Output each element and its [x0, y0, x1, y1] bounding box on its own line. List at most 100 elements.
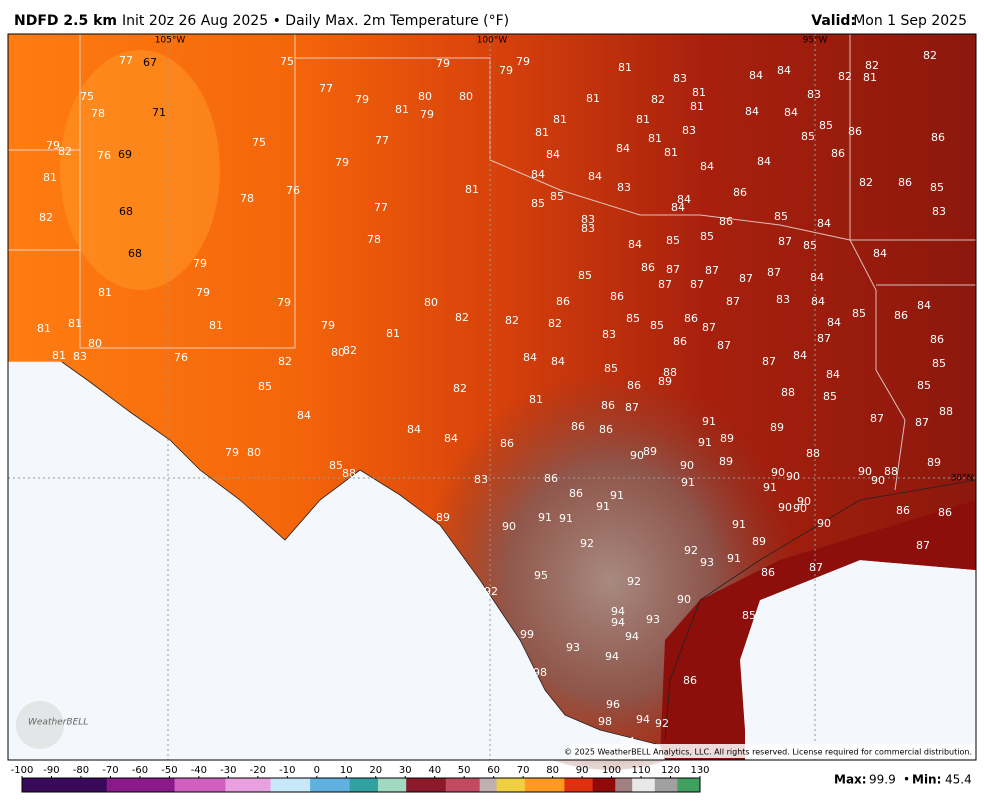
colorbar-tick-label: -40 [191, 765, 207, 776]
colorbar-segment [208, 778, 215, 792]
temperature-label: 85 [329, 459, 343, 472]
temperature-label: 79 [516, 55, 530, 68]
temperature-label: 98 [598, 715, 612, 728]
colorbar-segment [524, 778, 531, 792]
colorbar-segment [361, 778, 368, 792]
temperature-label: 86 [569, 487, 583, 500]
temperature-label: 91 [538, 511, 552, 524]
temperature-label: 81 [529, 393, 543, 406]
latitude-label: 30°N [951, 474, 974, 484]
colorbar-segment [637, 778, 644, 792]
colorbar-segment [490, 778, 498, 792]
temperature-label: 81 [636, 113, 650, 126]
colorbar-segment [281, 778, 289, 792]
colorbar-segment [202, 778, 209, 792]
temperature-label: 82 [39, 211, 53, 224]
temperature-label: 91 [702, 415, 716, 428]
temperature-label: 83 [776, 293, 790, 306]
temperature-label: 89 [719, 455, 733, 468]
colorbar-segment [163, 778, 170, 792]
temperature-label: 85 [930, 181, 944, 194]
temperature-label: 85 [550, 190, 564, 203]
temperature-label: 85 [774, 210, 788, 223]
colorbar-segment [383, 778, 390, 792]
colorbar-segment [231, 778, 238, 792]
colorbar-segment [671, 778, 678, 792]
temperature-label: 83 [602, 328, 616, 341]
temperature-label: 68 [119, 205, 133, 218]
temperature-label: 94 [636, 713, 650, 726]
temperature-label: 82 [343, 344, 357, 357]
temperature-label: 84 [546, 148, 560, 161]
graticule [8, 34, 976, 760]
description: Init 20z 26 Aug 2025 • Daily Max. 2m Tem… [122, 13, 509, 29]
colorbar-segment [417, 778, 424, 792]
temperature-label: 85 [626, 312, 640, 325]
colorbar-segment [530, 778, 537, 792]
temperature-label: 88 [781, 386, 795, 399]
colorbar-segment [304, 778, 311, 792]
temperature-label: 93 [566, 641, 580, 654]
colorbar-segment [236, 778, 243, 792]
temperature-label: 79 [335, 156, 349, 169]
temperature-label: 84 [671, 201, 685, 214]
colorbar-segment [660, 778, 667, 792]
temperature-label: 87 [778, 235, 792, 248]
temperature-label: 79 [225, 446, 239, 459]
temperature-label: 87 [717, 339, 731, 352]
temperature-label: 84 [793, 349, 807, 362]
temperature-label: 84 [917, 299, 931, 312]
colorbar-segment [603, 778, 611, 792]
colorbar-tick-label: 40 [428, 765, 441, 776]
colorbar-segment [598, 778, 605, 792]
valid-date: Mon 1 Sep 2025 [853, 13, 967, 29]
temperature-label: 81 [863, 71, 877, 84]
colorbar-tick-label: 80 [546, 765, 559, 776]
temperature-label: 79 [321, 319, 335, 332]
colorbar-segment [575, 778, 582, 792]
temperature-label: 80 [88, 337, 102, 350]
temperature-label: 84 [827, 316, 841, 329]
temperature-label: 89 [643, 445, 657, 458]
temperature-label: 84 [531, 168, 545, 181]
temperature-label: 82 [838, 70, 852, 83]
temperature-label: 81 [465, 183, 479, 196]
temperature-label: 84 [873, 247, 887, 260]
colorbar-segment [507, 778, 515, 792]
colorbar-segment [474, 778, 481, 792]
temperature-label: 86 [673, 335, 687, 348]
temperature-label: 85 [852, 307, 866, 320]
temperature-label: 87 [705, 264, 719, 277]
temperature-label: 79 [46, 139, 60, 152]
temperature-label: 83 [673, 72, 687, 85]
colorbar-segment [101, 778, 108, 792]
temperature-label: 85 [819, 119, 833, 132]
temperature-label: 88 [342, 467, 356, 480]
temperature-label: 84 [777, 64, 791, 77]
temperature-label: 86 [894, 309, 908, 322]
temperature-label: 84 [700, 160, 714, 173]
colorbar-segment [67, 778, 74, 792]
temperature-label: 81 [68, 317, 82, 330]
temperature-label: 86 [719, 215, 733, 228]
temperature-label: 90 [502, 520, 516, 533]
model: NDFD 2.5 km [14, 13, 117, 29]
temperature-label: 82 [58, 145, 72, 158]
colorbar-segment [677, 778, 684, 792]
temperature-label: 94 [605, 650, 619, 663]
temperature-label: 88 [939, 405, 953, 418]
mexico [8, 362, 665, 760]
colorbar-tick-label: 20 [369, 765, 382, 776]
colorbar-tick-label: -30 [220, 765, 236, 776]
terrain [60, 50, 220, 290]
colorbar-segment [620, 778, 628, 792]
colorbar-segment [536, 778, 543, 792]
colorbar-segment [315, 778, 322, 792]
colorbar-segment [293, 778, 300, 792]
colorbar-tick-label: -10 [279, 765, 295, 776]
temperature-label: 84 [628, 238, 642, 251]
colorbar-segment [321, 778, 328, 792]
colorbar-tick-label: -60 [132, 765, 148, 776]
temperature-label: 85 [650, 319, 664, 332]
